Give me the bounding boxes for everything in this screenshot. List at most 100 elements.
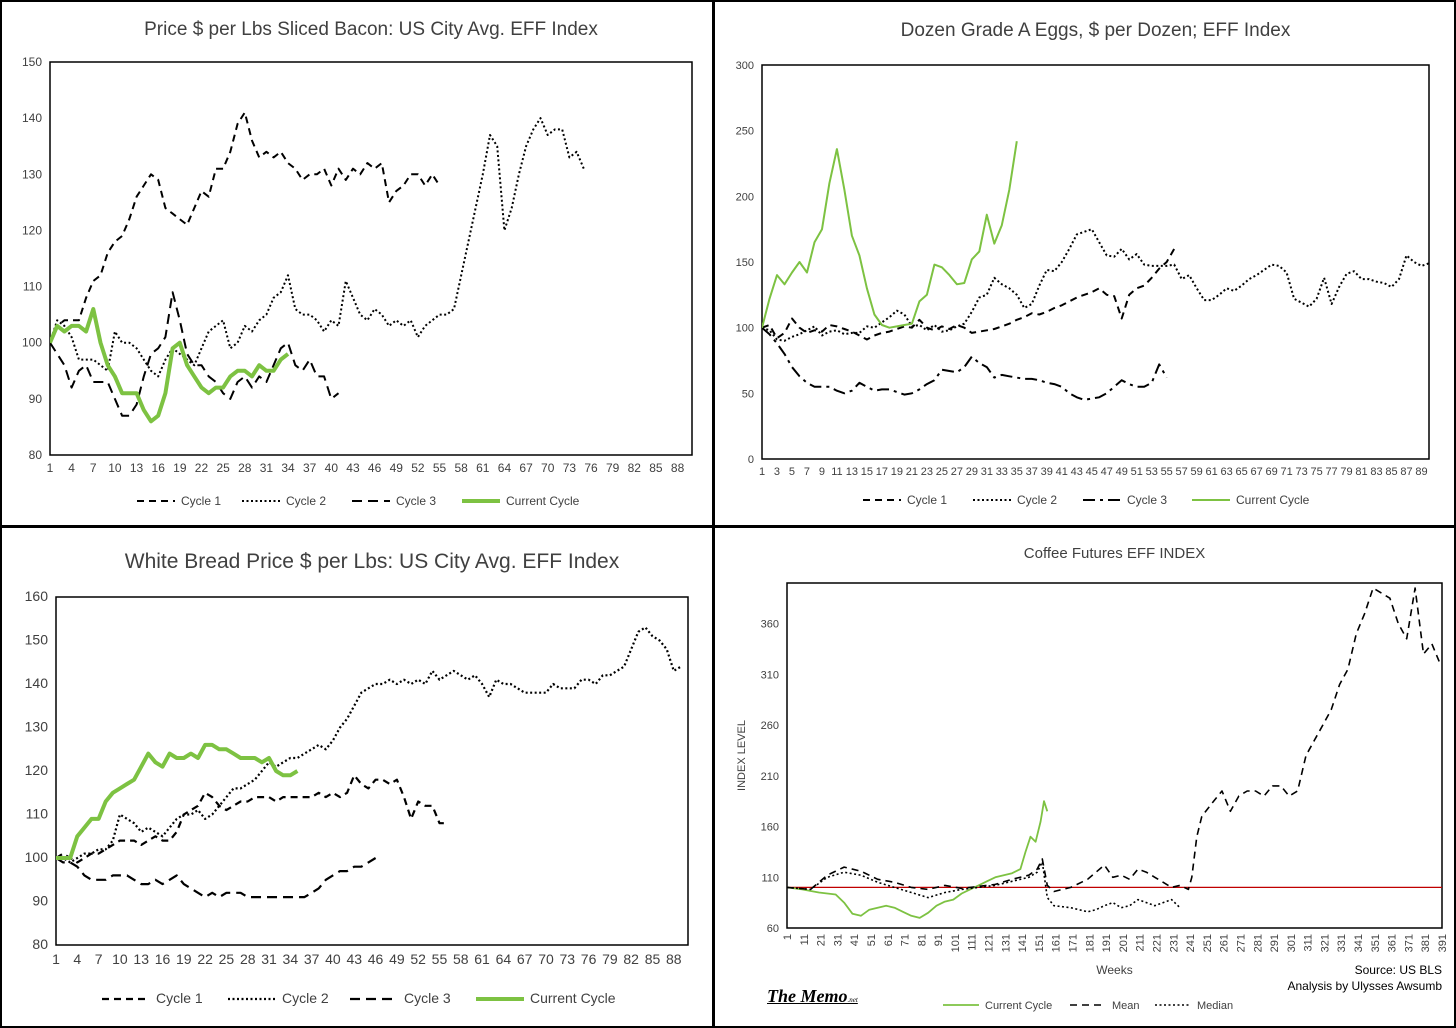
bread-chart: White Bread Price $ per Lbs: US City Avg… <box>25 550 689 1006</box>
bread-x-tick: 28 <box>240 951 256 967</box>
coffee-x-tick: 71 <box>900 934 912 946</box>
coffee-chart-title: Coffee Futures EFF INDEX <box>1024 545 1205 562</box>
coffee-x-tick: 371 <box>1403 934 1415 952</box>
coffee-y-tick: 310 <box>761 669 779 681</box>
bread-series-cycle-2 <box>56 626 682 864</box>
eggs-x-tick: 87 <box>1400 466 1412 478</box>
eggs-x-tick: 69 <box>1265 466 1277 478</box>
bacon-x-tick: 85 <box>649 461 663 475</box>
coffee-x-tick: 141 <box>1017 934 1029 952</box>
eggs-x-tick: 59 <box>1191 466 1203 478</box>
bacon-x-tick: 88 <box>671 461 685 475</box>
bacon-x-tick: 43 <box>346 461 360 475</box>
bacon-y-tick: 110 <box>23 280 42 294</box>
bacon-x-tick: 22 <box>195 461 209 475</box>
bacon-x-tick: 28 <box>238 461 252 475</box>
coffee-legend-label-median: Median <box>1197 1000 1233 1012</box>
eggs-x-tick: 73 <box>1295 466 1307 478</box>
eggs-x-tick: 89 <box>1415 466 1427 478</box>
bread-y-tick: 140 <box>25 675 49 691</box>
bacon-y-tick: 130 <box>22 167 42 181</box>
bacon-x-tick: 4 <box>68 461 75 475</box>
bacon-y-tick: 150 <box>22 55 42 69</box>
coffee-x-tick: 301 <box>1286 934 1298 952</box>
memo-brand: The Memo <box>767 986 848 1006</box>
coffee-x-tick: 131 <box>1000 934 1012 952</box>
bacon-x-tick: 31 <box>260 461 274 475</box>
bacon-x-tick: 7 <box>90 461 97 475</box>
eggs-x-tick: 63 <box>1221 466 1233 478</box>
eggs-x-tick: 77 <box>1325 466 1337 478</box>
eggs-x-tick: 15 <box>861 466 873 478</box>
bacon-legend-label-cycle-2: Cycle 2 <box>286 494 326 508</box>
bread-y-tick: 110 <box>26 806 49 822</box>
eggs-y-tick: 0 <box>748 454 754 466</box>
eggs-x-tick: 35 <box>1011 466 1023 478</box>
eggs-x-tick: 3 <box>774 466 780 478</box>
eggs-x-tick: 49 <box>1116 466 1128 478</box>
coffee-chart: Coffee Futures EFF INDEX 60 110 160 210 260 31… <box>736 545 1449 1012</box>
coffee-x-tick: 191 <box>1101 934 1113 952</box>
coffee-x-tick: 1 <box>782 934 794 940</box>
coffee-x-tick: 311 <box>1303 934 1315 952</box>
bacon-x-tick: 70 <box>541 461 555 475</box>
coffee-x-tick: 331 <box>1336 934 1348 952</box>
eggs-x-tick: 37 <box>1026 466 1038 478</box>
eggs-x-tick: 21 <box>906 466 918 478</box>
bacon-y-tick: 100 <box>22 336 42 350</box>
bread-y-tick: 80 <box>32 936 48 952</box>
eggs-x-tick: 83 <box>1370 466 1382 478</box>
bread-x-tick: 73 <box>559 951 575 967</box>
bread-x-tick: 79 <box>602 951 618 967</box>
eggs-x-tick: 71 <box>1280 466 1292 478</box>
eggs-x-tick: 43 <box>1071 466 1083 478</box>
coffee-x-tick: 111 <box>967 934 979 951</box>
eggs-x-tick: 7 <box>804 466 810 478</box>
coffee-x-tick: 41 <box>849 934 861 946</box>
bread-x-tick: 37 <box>304 951 320 967</box>
bread-x-tick: 70 <box>538 951 554 967</box>
eggs-series-cycle-1 <box>762 248 1176 341</box>
coffee-x-tick: 211 <box>1135 934 1147 952</box>
eggs-x-tick: 13 <box>846 466 858 478</box>
bacon-legend-label-current-cycle: Current Cycle <box>506 494 580 508</box>
bread-x-tick: 25 <box>219 951 235 967</box>
coffee-y-tick: 60 <box>767 923 779 935</box>
eggs-chart-panel: Dozen Grade A Eggs, $ per Dozen; EFF Ind… <box>713 0 1456 527</box>
eggs-y-tick: 150 <box>736 257 754 269</box>
eggs-x-tick: 23 <box>921 466 933 478</box>
bacon-x-tick: 19 <box>173 461 187 475</box>
bacon-series-cycle-1 <box>50 111 441 344</box>
coffee-x-tick: 21 <box>816 934 828 946</box>
coffee-series-mean <box>787 587 1442 893</box>
bacon-y-tick: 90 <box>29 392 43 406</box>
eggs-legend-label-cycle-3: Cycle 3 <box>1127 493 1167 507</box>
coffee-legend-label-mean: Mean <box>1112 1000 1140 1012</box>
eggs-x-tick: 9 <box>819 466 825 478</box>
bread-x-tick: 16 <box>155 951 171 967</box>
eggs-x-tick: 29 <box>966 466 978 478</box>
bread-y-tick: 90 <box>32 893 48 909</box>
bread-x-tick: 64 <box>496 951 512 967</box>
coffee-y-tick: 260 <box>761 720 779 732</box>
coffee-x-tick: 91 <box>933 934 945 946</box>
bread-x-tick: 82 <box>623 951 639 967</box>
eggs-x-tick: 55 <box>1161 466 1173 478</box>
bread-x-tick: 49 <box>389 951 405 967</box>
coffee-x-tick: 161 <box>1051 934 1063 952</box>
bacon-x-tick: 49 <box>390 461 404 475</box>
bread-series-cycle-1 <box>56 774 447 864</box>
bread-x-tick: 88 <box>666 951 682 967</box>
source-text: Source: US BLS <box>1354 963 1442 977</box>
coffee-plot-area <box>786 582 1443 929</box>
bread-x-tick: 22 <box>197 951 213 967</box>
bread-series-cycle-3 <box>56 857 377 899</box>
eggs-x-tick: 39 <box>1041 466 1053 478</box>
bacon-x-tick: 61 <box>476 461 490 475</box>
eggs-x-tick: 47 <box>1101 466 1113 478</box>
eggs-y-tick: 300 <box>736 60 754 72</box>
bread-chart-panel: White Bread Price $ per Lbs: US City Avg… <box>0 526 714 1028</box>
eggs-plot-area <box>761 64 1430 460</box>
coffee-x-tick: 181 <box>1084 934 1096 952</box>
eggs-x-tick: 53 <box>1146 466 1158 478</box>
